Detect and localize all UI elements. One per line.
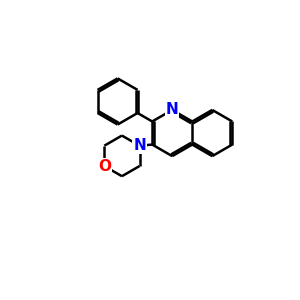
Text: O: O xyxy=(98,159,111,174)
Text: N: N xyxy=(166,102,178,117)
Text: N: N xyxy=(133,138,146,153)
